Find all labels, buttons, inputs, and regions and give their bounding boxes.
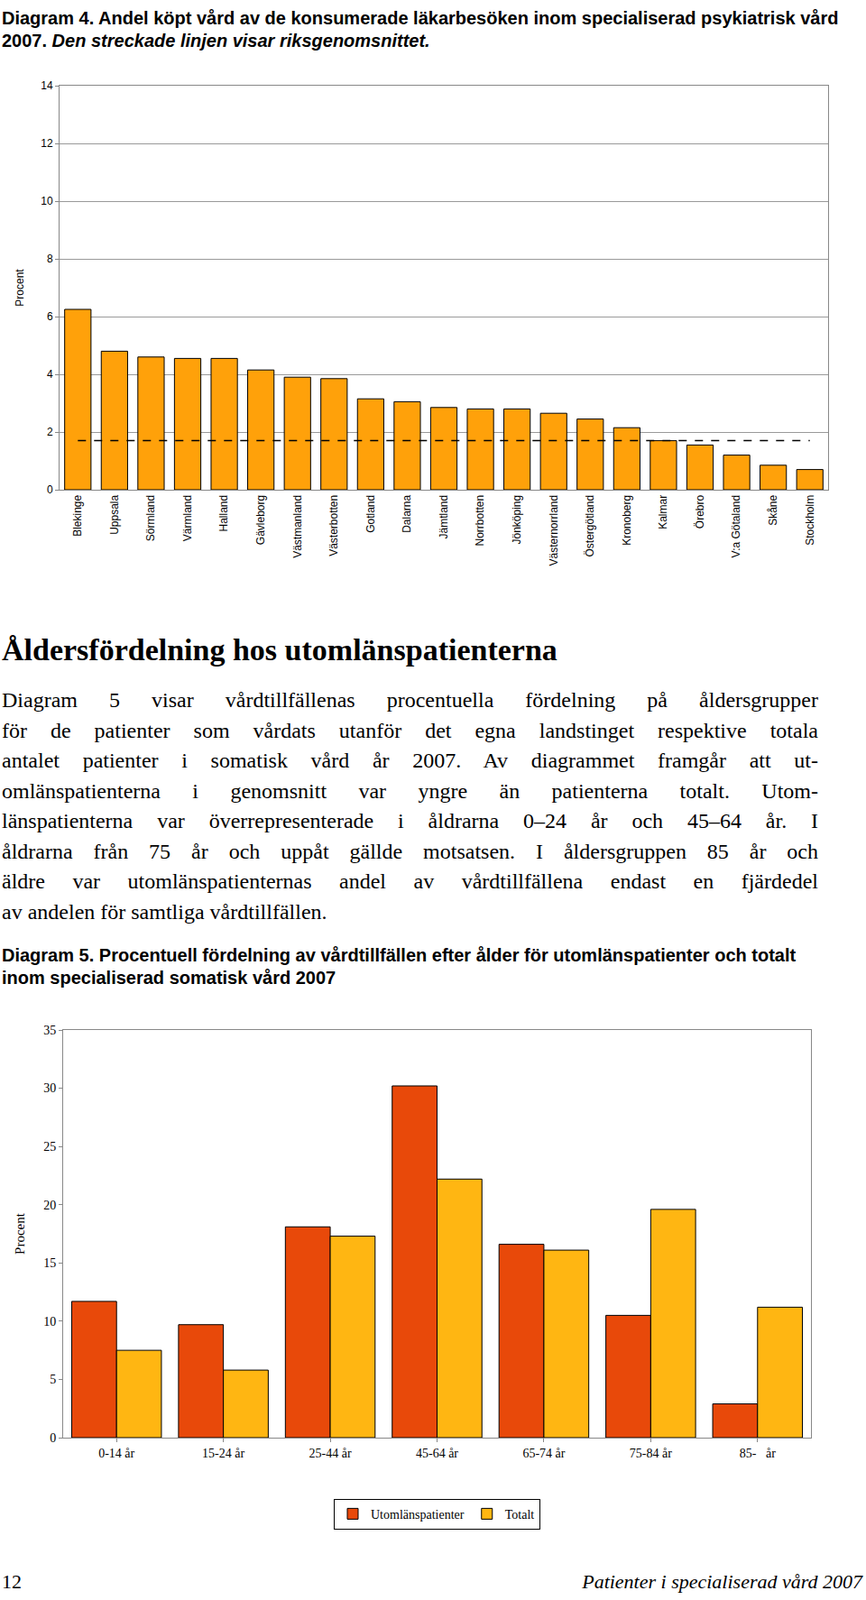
html-text:äldre var utomlänspatienternas: äldre var utomlänspatienternas andel av … xyxy=(1,869,819,894)
svg-text:25-44 år: 25-44 år xyxy=(309,1446,352,1461)
svg-text:0-14 år: 0-14 år xyxy=(98,1446,135,1461)
svg-text:4: 4 xyxy=(46,368,54,381)
html-text:antalet patienter i somatisk v: antalet patienter i somatisk vård år 200… xyxy=(1,748,819,773)
html-text:för de patienter som vårdats u: för de patienter som vårdats utanför det… xyxy=(1,718,819,742)
svg-text:20: 20 xyxy=(43,1198,56,1213)
svg-text:45-64 år: 45-64 år xyxy=(415,1446,459,1461)
svg-text:65-74 år: 65-74 år xyxy=(522,1446,565,1461)
html-text:Patienter i specialiserad vård: Patienter i specialiserad vård 2007 xyxy=(582,1570,863,1594)
svg-text:Procent: Procent xyxy=(12,1212,28,1255)
svg-text:Kronoberg: Kronoberg xyxy=(620,495,634,546)
svg-text:Totalt: Totalt xyxy=(505,1508,535,1522)
svg-text:Blekinge: Blekinge xyxy=(71,494,84,536)
svg-text:25: 25 xyxy=(43,1140,56,1154)
svg-text:Västerbotten: Västerbotten xyxy=(327,495,341,557)
svg-text:Gotland: Gotland xyxy=(364,495,378,534)
html-text:Diagram 5 visar vårdtillfällen: Diagram 5 visar vårdtillfällenas procent… xyxy=(1,688,819,712)
html-text:åldrarna från 75 år och uppåt: åldrarna från 75 år och uppåt gällde mot… xyxy=(1,839,819,863)
svg-text:5: 5 xyxy=(49,1372,56,1387)
svg-text:Jämtland: Jämtland xyxy=(437,495,451,540)
svg-text:Procent: Procent xyxy=(13,268,27,307)
html-text:av andelen för samtliga vårdti: av andelen för samtliga vårdtillfällen. xyxy=(1,899,328,924)
svg-text:14: 14 xyxy=(40,79,54,93)
svg-text:8: 8 xyxy=(46,252,54,266)
svg-text:15: 15 xyxy=(43,1256,56,1271)
svg-text:Utomlänspatienter: Utomlänspatienter xyxy=(370,1508,465,1522)
svg-text:Uppsala: Uppsala xyxy=(108,494,121,535)
svg-text:Västmanland: Västmanland xyxy=(291,495,305,559)
svg-text:15-24 år: 15-24 år xyxy=(202,1446,245,1461)
svg-text:Värmland: Värmland xyxy=(181,495,194,542)
svg-text:10: 10 xyxy=(40,194,54,208)
svg-text:Västernorrland: Västernorrland xyxy=(547,495,561,567)
svg-text:Örebro: Örebro xyxy=(693,494,707,529)
html-text:12: 12 xyxy=(1,1570,22,1594)
svg-text:V:a Götaland: V:a Götaland xyxy=(729,495,743,559)
svg-text:Kalmar: Kalmar xyxy=(656,495,670,530)
svg-text:Skåne: Skåne xyxy=(766,494,780,526)
svg-text:Halland: Halland xyxy=(217,495,231,533)
html-text:Diagram 4. Andel köpt vård av: Diagram 4. Andel köpt vård av de konsume… xyxy=(1,8,839,51)
html-text:Åldersfördelning hos utomlänsp: Åldersfördelning hos utomlänspatienterna xyxy=(1,633,558,667)
html-text:omlänspatienterna i genomsnitt: omlänspatienterna i genomsnitt var yngre… xyxy=(1,778,819,803)
svg-text:75-84 år: 75-84 år xyxy=(629,1446,673,1461)
svg-text:Sörmland: Sörmland xyxy=(144,495,157,542)
html-text:länspatienterna var överrepres: länspatienterna var överrepresenterade i… xyxy=(1,809,819,833)
svg-text:Gävleborg: Gävleborg xyxy=(254,495,268,545)
svg-text:6: 6 xyxy=(46,310,54,323)
svg-text:Jönköping: Jönköping xyxy=(510,495,524,545)
svg-text:12: 12 xyxy=(40,137,54,150)
svg-text:Stockholm: Stockholm xyxy=(803,495,817,546)
svg-text:30: 30 xyxy=(43,1081,56,1096)
svg-text:85- år: 85- år xyxy=(739,1446,776,1461)
svg-text:0: 0 xyxy=(49,1431,56,1446)
svg-text:2: 2 xyxy=(46,425,54,439)
html-text:Diagram 5. Procentuell fördeln: Diagram 5. Procentuell fördelning av vår… xyxy=(1,945,796,988)
svg-text:Östergötland: Östergötland xyxy=(583,495,597,558)
svg-text:10: 10 xyxy=(43,1315,56,1329)
svg-text:Norrbotten: Norrbotten xyxy=(473,495,487,547)
svg-text:35: 35 xyxy=(43,1023,56,1038)
svg-text:0: 0 xyxy=(46,483,54,497)
svg-text:Dalarna: Dalarna xyxy=(400,494,414,533)
